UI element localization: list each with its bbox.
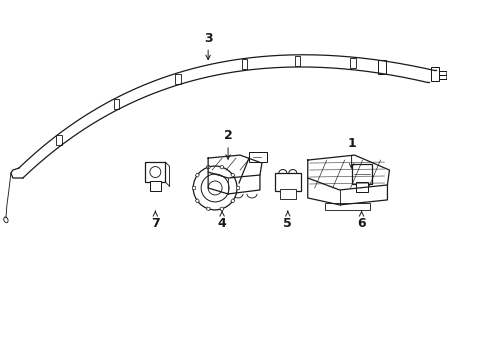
- Bar: [430, 67, 438, 81]
- Bar: [274, 173, 300, 191]
- Text: 4: 4: [217, 211, 226, 230]
- Bar: [248, 152, 266, 162]
- Text: 5: 5: [283, 211, 292, 230]
- Bar: [206, 165, 210, 169]
- Circle shape: [201, 174, 228, 202]
- Bar: [294, 56, 300, 66]
- Bar: [235, 186, 238, 189]
- Text: 6: 6: [357, 211, 365, 230]
- Ellipse shape: [4, 217, 8, 223]
- Bar: [149, 181, 161, 191]
- Bar: [206, 207, 210, 211]
- Text: 7: 7: [151, 211, 160, 230]
- Bar: [195, 199, 199, 203]
- Text: 2: 2: [223, 129, 232, 159]
- Bar: [220, 207, 224, 211]
- Bar: [230, 173, 234, 177]
- Circle shape: [208, 181, 222, 195]
- Bar: [113, 99, 119, 109]
- Bar: [242, 59, 247, 69]
- Bar: [145, 162, 165, 182]
- Bar: [324, 203, 369, 210]
- Bar: [351, 164, 371, 184]
- Circle shape: [193, 166, 237, 210]
- Bar: [56, 135, 62, 145]
- Bar: [175, 74, 181, 84]
- Bar: [355, 182, 367, 192]
- Bar: [195, 173, 199, 177]
- Bar: [377, 60, 385, 74]
- Bar: [191, 186, 194, 189]
- Bar: [279, 189, 295, 199]
- Text: 3: 3: [203, 32, 212, 60]
- Text: 1: 1: [346, 137, 355, 168]
- Bar: [230, 199, 234, 203]
- Bar: [349, 58, 355, 68]
- Bar: [220, 165, 224, 169]
